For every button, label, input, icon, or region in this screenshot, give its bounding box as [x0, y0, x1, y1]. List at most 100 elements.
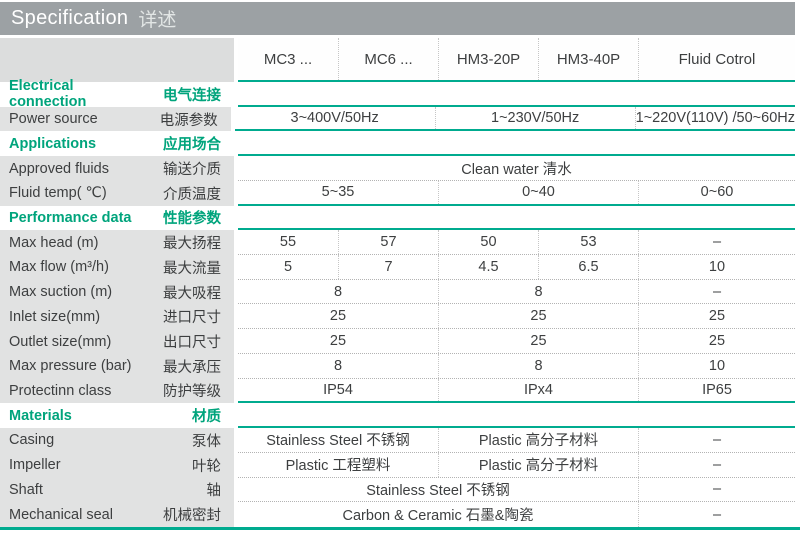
- table-row-mechanical-seal: Mechanical seal 机械密封 Carbon & Ceramic 石墨&陶…: [0, 502, 795, 527]
- table-cell: 10: [638, 255, 795, 279]
- label-data-gap: [234, 477, 238, 503]
- label-data-gap: [234, 304, 238, 330]
- row-label-en: Max pressure (bar): [0, 353, 154, 379]
- table-cell: 6.5: [538, 255, 638, 279]
- row-label-zh: 最大扬程: [154, 230, 234, 256]
- row-label-zh: 输送介质: [154, 156, 234, 181]
- table-cell: 57: [338, 230, 438, 255]
- table-row-approved-fluids: Approved fluids 输送介质 Clean water 清水: [0, 156, 795, 181]
- row-values: Plastic 工程塑料 Plastic 高分子材料 –: [238, 452, 795, 478]
- row-label-en: Inlet size(mm): [0, 304, 154, 330]
- table-cell: 8: [438, 279, 638, 304]
- row-values: 25 25 25: [238, 304, 795, 330]
- spec-table-body: Electrical connection 电气连接 Power source 电源参…: [0, 78, 795, 527]
- table-cell: –: [638, 452, 795, 477]
- table-cell: 25: [638, 329, 795, 353]
- table-cell: Stainless Steel 不锈钢: [266, 433, 410, 450]
- table-row-performance-data: Performance data 性能参数: [0, 205, 795, 231]
- row-label-en: Applications: [0, 131, 154, 157]
- row-label-en: Impeller: [0, 452, 154, 478]
- table-row-outlet-size: Outlet size(mm) 出口尺寸 25 25 25: [0, 329, 795, 354]
- column-header-5: Fluid Cotrol: [638, 38, 795, 80]
- label-data-gap: [234, 156, 238, 181]
- column-header-2: MC6 ...: [338, 38, 438, 80]
- table-row-protection-class: Protectinn class 防护等级 IP54 IPx4 IP65: [0, 378, 795, 404]
- row-label-zh: 最大流量: [154, 255, 234, 280]
- table-cell: 0~40: [438, 180, 638, 204]
- label-data-gap: [234, 502, 238, 527]
- row-values: 8 8 10: [238, 353, 795, 379]
- column-header-3: HM3-20P: [438, 38, 538, 80]
- row-label-en: Approved fluids: [0, 156, 154, 181]
- table-cell: 5: [283, 258, 293, 275]
- table-cell: 3~400V/50Hz: [290, 110, 379, 127]
- table-row-max-flow: Max flow (m³/h) 最大流量 5 7 4.5 6.5 10: [0, 255, 795, 280]
- row-values: Stainless Steel 不锈钢 Plastic 高分子材料 –: [238, 428, 795, 453]
- table-cell: 0~60: [638, 180, 795, 204]
- label-data-gap: [234, 82, 238, 107]
- row-label-en: Performance data: [0, 205, 154, 231]
- row-label-en: Casing: [0, 428, 154, 453]
- row-label-zh: 应用场合: [154, 131, 234, 157]
- row-values: [238, 131, 795, 157]
- row-label-en: Materials: [0, 403, 154, 429]
- row-label-en: Electrical connection: [0, 78, 154, 110]
- table-cell: IP65: [638, 378, 795, 402]
- row-label-zh: 最大承压: [154, 353, 234, 379]
- table-cell: Plastic 工程塑料: [285, 458, 391, 475]
- label-data-gap: [234, 255, 238, 280]
- row-label-zh: 进口尺寸: [154, 304, 234, 330]
- row-label-zh: 材质: [154, 403, 234, 429]
- row-values: [238, 205, 795, 231]
- table-cell: 1~220V(110V) /50~60Hz: [634, 106, 795, 130]
- label-data-gap: [234, 279, 238, 305]
- table-cell: 50: [438, 230, 538, 255]
- row-label-zh: 最大吸程: [154, 279, 234, 305]
- column-header-4: HM3-40P: [538, 38, 638, 80]
- table-cell: IPx4: [438, 378, 638, 402]
- label-data-gap: [234, 230, 238, 256]
- table-cell: 25: [438, 329, 638, 353]
- table-cell: Stainless Steel 不锈钢: [366, 482, 510, 499]
- table-cell: 53: [538, 230, 638, 255]
- row-label-en: Shaft: [0, 477, 154, 503]
- label-data-gap: [234, 131, 238, 157]
- table-cell: Carbon & Ceramic 石墨&陶瓷: [342, 508, 534, 525]
- row-values: 25 25 25: [238, 329, 795, 354]
- table-cell: Plastic 高分子材料: [438, 452, 638, 477]
- row-label-en: Max suction (m): [0, 279, 154, 305]
- table-row-impeller: Impeller 叶轮 Plastic 工程塑料 Plastic 高分子材料 –: [0, 452, 795, 478]
- label-column-block: [0, 38, 234, 82]
- table-cell: 10: [638, 353, 795, 378]
- label-data-gap: [234, 403, 238, 429]
- column-headers: MC3 ... MC6 ... HM3-20P HM3-40P Fluid Cotrol: [238, 38, 795, 82]
- row-label-en: Power source: [0, 106, 152, 132]
- table-cell: Clean water 清水: [461, 161, 572, 178]
- row-label-zh: 性能参数: [154, 205, 234, 231]
- table-cell: –: [638, 279, 795, 304]
- row-label-zh: 出口尺寸: [154, 329, 234, 354]
- table-cell: 7: [338, 255, 438, 279]
- row-label-en: Fluid temp( ℃): [0, 180, 154, 206]
- label-data-gap: [234, 378, 238, 404]
- row-label-zh: 泵体: [154, 428, 234, 453]
- row-label-zh: 叶轮: [154, 452, 234, 478]
- page-title: Specification: [11, 7, 129, 29]
- table-cell: 8: [333, 283, 343, 300]
- label-data-gap: [234, 428, 238, 453]
- page-title-zh: 详述: [138, 10, 177, 31]
- row-label-zh: 轴: [154, 477, 234, 503]
- table-row-power-source: Power source 电源参数 3~400V/50Hz 1~230V/50Hz 1~…: [0, 106, 795, 132]
- row-values: Clean water 清水: [238, 156, 795, 181]
- label-data-gap: [234, 353, 238, 379]
- row-label-zh: 电源参数: [151, 106, 231, 132]
- row-values: 5~35 0~40 0~60: [238, 180, 795, 206]
- label-data-gap: [234, 452, 238, 478]
- row-label-en: Max head (m): [0, 230, 154, 256]
- row-values: Stainless Steel 不锈钢 –: [238, 477, 795, 503]
- row-values: 8 8–: [238, 279, 795, 305]
- table-row-fluid-temp: Fluid temp( ℃) 介质温度 5~35 0~40 0~60: [0, 180, 795, 206]
- table-cell: 25: [329, 308, 347, 325]
- row-values: 3~400V/50Hz 1~230V/50Hz 1~220V(110V) /50~6…: [234, 106, 795, 132]
